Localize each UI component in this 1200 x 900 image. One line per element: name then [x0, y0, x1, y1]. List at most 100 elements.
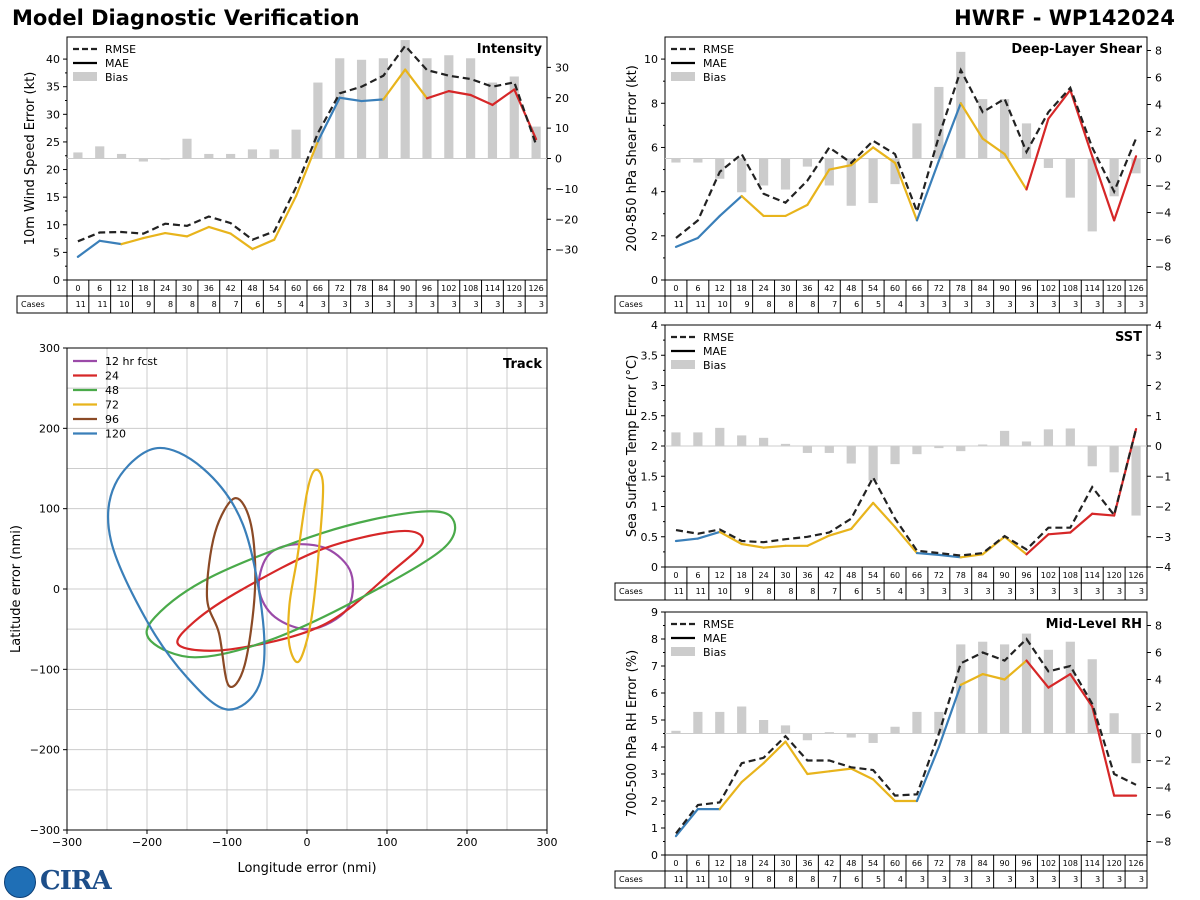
intensity-hour-label: 24: [160, 284, 170, 293]
cira-logo-text: CIRA: [40, 866, 112, 896]
rh-mae-segment: [718, 780, 743, 811]
intensity-bias-bar: [422, 58, 432, 159]
sst-case-count: 5: [876, 587, 881, 596]
shear-case-count: 11: [674, 300, 684, 309]
rh-mae-segment: [872, 778, 897, 803]
rh-hour-label: 96: [1021, 859, 1031, 868]
sst-mae-segment: [1069, 512, 1094, 534]
shear-mae-segment: [850, 146, 875, 167]
shear-hour-label: 72: [934, 284, 944, 293]
sst-ytick-label: 3: [651, 380, 658, 393]
rh-bias-bar: [956, 644, 966, 734]
track-legend-label: 12 hr fcst: [105, 355, 158, 368]
intensity-mae-segment: [469, 93, 494, 107]
track-ylabel: Latitude error (nmi): [9, 525, 24, 653]
shear-y2tick-label: −4: [1155, 207, 1171, 220]
rh-hour-label: 60: [890, 859, 900, 868]
intensity-mae-segment: [294, 140, 320, 198]
sst-hour-label: 6: [695, 571, 700, 580]
shear-hour-label: 102: [1041, 284, 1056, 293]
intensity-ylabel: 10m Wind Speed Error (kt): [23, 72, 38, 246]
rh-hour-label: 12: [715, 859, 725, 868]
intensity-bias-bar: [204, 153, 214, 159]
intensity-ytick-label: 30: [46, 108, 60, 121]
sst-case-count: 3: [942, 587, 947, 596]
rh-bias-bar: [1131, 733, 1141, 764]
sst-hour-label: 30: [780, 571, 790, 580]
intensity-legend-bias-label: Bias: [105, 71, 128, 84]
rh-mae-segment: [784, 740, 809, 776]
rh-case-count: 3: [1007, 875, 1012, 884]
sst-y2tick-label: −4: [1155, 561, 1171, 574]
shear-legend-bias-swatch: [671, 72, 695, 81]
sst-case-count: 8: [788, 587, 793, 596]
rh-case-count: 5: [876, 875, 881, 884]
intensity-hour-label: 108: [463, 284, 478, 293]
intensity-hour-label: 114: [485, 284, 500, 293]
shear-bias-bar: [780, 158, 791, 190]
shear-bias-bar: [846, 158, 856, 206]
rh-case-count: 11: [674, 875, 684, 884]
shear-hour-label: 48: [846, 284, 856, 293]
intensity-case-count: 3: [473, 300, 478, 309]
rh-mae-segment: [1091, 705, 1116, 797]
shear-mae-segment: [696, 214, 721, 240]
rh-case-count: 3: [1051, 875, 1056, 884]
shear-case-count: 8: [766, 300, 771, 309]
sst-rmse-line: [675, 428, 1138, 557]
shear-mae-segment: [1069, 88, 1094, 158]
intensity-bias-bar: [356, 59, 367, 159]
rh-ytick-label: 7: [651, 660, 658, 673]
sst-case-count: 11: [674, 587, 684, 596]
intensity-mae-segment: [164, 231, 189, 238]
shear-hour-label: 120: [1106, 284, 1121, 293]
sst-case-count: 3: [1029, 587, 1034, 596]
shear-mae-segment: [828, 164, 853, 171]
shear-case-count: 8: [810, 300, 815, 309]
intensity-hour-label: 60: [291, 284, 301, 293]
shear-hour-label: 60: [890, 284, 900, 293]
track-legend-label: 48: [105, 384, 119, 397]
intensity-bias-bar: [466, 58, 476, 159]
shear-y2tick-label: 4: [1155, 99, 1162, 112]
rh-case-count: 3: [964, 875, 969, 884]
sst-case-count: 8: [766, 587, 771, 596]
rh-case-count: 8: [788, 875, 793, 884]
sst-ytick-label: 2: [651, 440, 658, 453]
shear-case-count: 3: [1029, 300, 1034, 309]
sst-case-count: 3: [964, 587, 969, 596]
sst-legend-bias-label: Bias: [703, 359, 726, 372]
rh-bias-bar: [737, 706, 747, 734]
sst-case-count: 9: [745, 587, 750, 596]
sst-mae-segment: [1025, 533, 1050, 556]
rh-ytick-label: 9: [651, 606, 658, 619]
sst-bias-bar: [956, 446, 966, 452]
shear-y2tick-label: −2: [1155, 180, 1171, 193]
rh-case-count: 9: [745, 875, 750, 884]
rh-bias-bar: [671, 730, 681, 734]
rh-case-count: 3: [1029, 875, 1034, 884]
rh-bias-bar: [715, 711, 725, 734]
rh-bias-bar: [978, 641, 988, 734]
sst-y2tick-label: 0: [1155, 440, 1162, 453]
shear-hour-label: 126: [1128, 284, 1143, 293]
track-xtick-label: 0: [304, 836, 311, 849]
sst-hour-label: 84: [978, 571, 988, 580]
shear-case-count: 9: [745, 300, 750, 309]
intensity-ytick-label: 15: [46, 191, 60, 204]
shear-bias-bar: [671, 158, 681, 163]
shear-y2tick-label: 0: [1155, 153, 1162, 166]
sst-mae-segment: [718, 530, 743, 546]
rh-bias-bar: [1087, 659, 1097, 734]
sst-case-count: 10: [718, 587, 728, 596]
sst-hour-label: 42: [824, 571, 834, 580]
rh-ytick-label: 6: [651, 687, 658, 700]
rh-hour-label: 36: [802, 859, 812, 868]
shear-bias-bar: [1087, 158, 1097, 232]
sst-bias-bar: [1087, 446, 1097, 467]
sst-bias-bar: [780, 443, 791, 446]
intensity-bias-bar: [400, 40, 410, 159]
track-ytick-label: 300: [39, 342, 60, 355]
shear-case-count: 3: [1139, 300, 1144, 309]
intensity-case-count: 3: [430, 300, 435, 309]
